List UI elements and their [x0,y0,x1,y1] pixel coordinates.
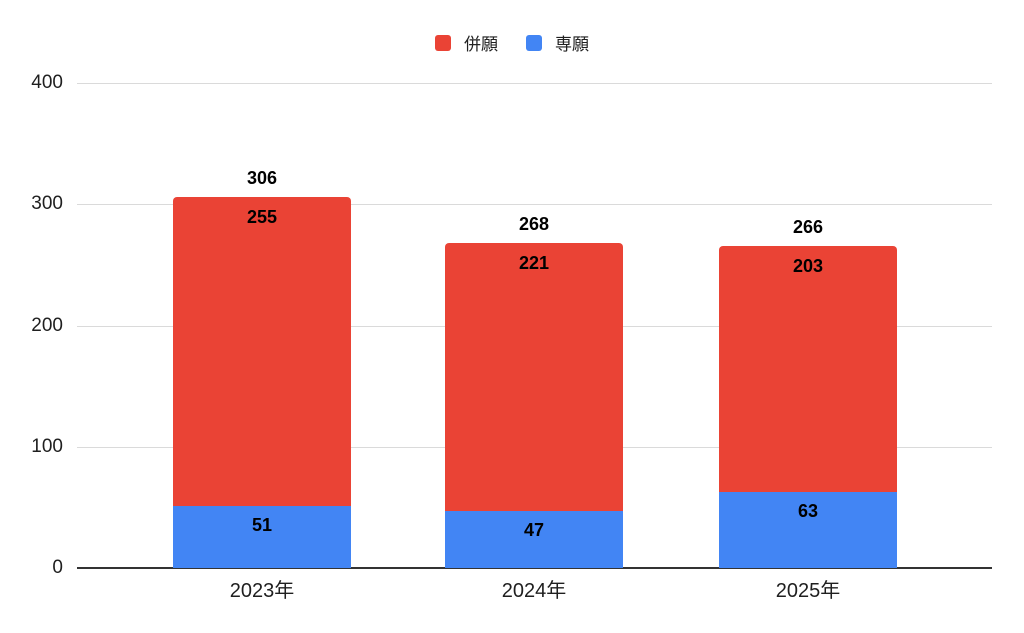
legend-item-sengan: 専願 [526,30,589,55]
chart-legend: 併願 専願 [0,30,1024,55]
y-tick-label-300: 300 [31,193,63,215]
bar-2023-total-value: 306 [246,168,278,188]
y-tick-label-100: 100 [31,435,63,457]
legend-label-sengan: 専願 [555,35,589,54]
y-tick-label-400: 400 [31,72,63,93]
bar-2025-sengan-value: 63 [797,501,819,521]
legend-label-heigan: 併願 [464,35,498,54]
gridline-400 [77,83,992,84]
bar-2025-heigan-value: 203 [792,256,824,276]
y-tick-label-200: 200 [31,314,63,336]
x-axis-line [77,567,992,569]
legend-item-heigan: 併願 [435,30,498,55]
bar-2025-total-value: 266 [792,217,824,237]
bar-2023-heigan-segment [173,197,351,506]
legend-swatch-sengan [526,34,542,51]
bar-2024-sengan-segment [445,511,623,568]
legend-swatch-heigan [435,34,451,51]
bar-2025-heigan-segment [719,246,897,492]
bar-2023-sengan-value: 51 [251,515,273,535]
x-axis-label-2024: 2024年 [501,580,567,602]
bar-2023-heigan-value: 255 [246,207,278,227]
bar-2023-sengan-segment [173,506,351,568]
bar-2024-sengan-value: 47 [523,520,545,540]
bar-2024-total-value: 268 [518,214,550,234]
bar-2024-heigan-value: 221 [518,253,550,273]
bar-2025-sengan-segment [719,492,897,568]
bar-2024-heigan-segment [445,243,623,511]
y-tick-label-0: 0 [52,557,63,578]
x-axis-label-2025: 2025年 [775,580,841,602]
x-axis-label-2023: 2023年 [229,580,295,602]
gridline-300 [77,204,992,206]
